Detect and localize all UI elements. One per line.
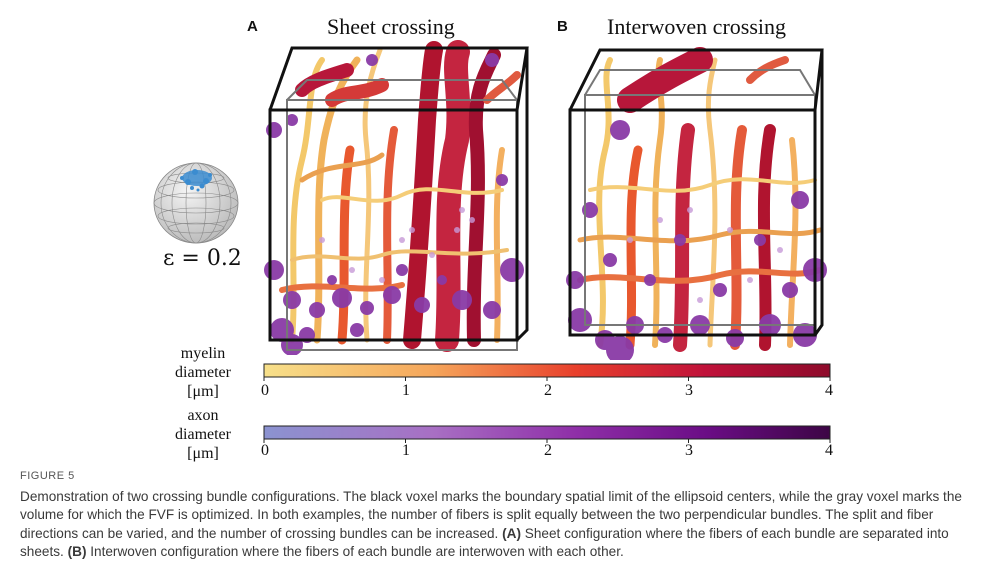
panel-b-small-axons	[627, 207, 783, 303]
myelin-colorbar-label: myelin diameter [μm]	[148, 344, 258, 401]
myelin-tick-4: 4	[825, 382, 833, 399]
axon-tick-3: 3	[685, 442, 693, 459]
axon-ticks	[263, 439, 831, 443]
caption-text: Demonstration of two crossing bundle con…	[20, 488, 970, 562]
axon-tick-1: 1	[402, 442, 410, 459]
myelin-label-line2: diameter	[175, 364, 231, 381]
figure: A Sheet crossing B Interwoven crossing	[148, 14, 833, 463]
caption-a-text: Sheet configuration where the fibers of …	[20, 525, 949, 560]
panel-a-letter: A	[247, 18, 258, 35]
axon-colorbar	[263, 425, 831, 443]
panel-b-title: Interwoven crossing	[607, 14, 787, 39]
axon-colorbar-label: axon diameter [μm]	[148, 406, 258, 463]
caption-main: Demonstration of two crossing bundle con…	[20, 489, 962, 541]
caption-b-label: (B)	[67, 544, 87, 560]
panel-a-myelin-fibers	[279, 40, 521, 352]
axon-label-line3: [μm]	[187, 445, 219, 462]
panel-b-render	[566, 47, 827, 360]
myelin-tick-0: 0	[261, 382, 269, 399]
epsilon-label: ε = 0.2	[163, 246, 242, 271]
figure-caption: FIGURE 5 Demonstration of two crossing b…	[20, 470, 970, 562]
axon-label-line2: diameter	[175, 426, 231, 443]
myelin-tick-1: 1	[402, 382, 410, 399]
panel-a-voxels	[268, 46, 529, 351]
panel-b-voxels	[568, 48, 824, 337]
axon-label-line1: axon	[187, 407, 219, 424]
orientation-dots	[180, 169, 212, 192]
myelin-ticks	[263, 377, 831, 381]
panel-b-letter: B	[557, 18, 568, 35]
panel-a-small-axons	[319, 207, 475, 283]
myelin-label-line3: [μm]	[187, 383, 219, 400]
myelin-colorbar	[263, 363, 831, 381]
figure-label: FIGURE 5	[20, 470, 75, 482]
axon-tick-2: 2	[544, 442, 552, 459]
orientation-sphere	[153, 162, 239, 244]
panel-a-render	[264, 40, 529, 355]
caption-b-text: Interwoven configuration where the fiber…	[86, 544, 624, 560]
axon-tick-4: 4	[825, 442, 833, 459]
panel-a-title: Sheet crossing	[327, 14, 455, 39]
myelin-tick-3: 3	[685, 382, 693, 399]
myelin-label-line1: myelin	[180, 345, 226, 362]
myelin-tick-2: 2	[544, 382, 552, 399]
axon-tick-0: 0	[261, 442, 269, 459]
caption-a-label: (A)	[502, 525, 521, 541]
